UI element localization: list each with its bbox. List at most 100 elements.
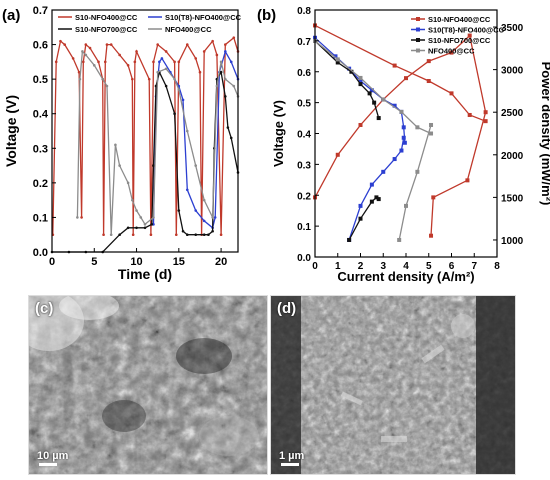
legend-marker	[416, 38, 420, 42]
data-point	[215, 84, 219, 88]
data-point	[77, 70, 81, 74]
polarization-point	[392, 63, 397, 68]
data-point	[160, 57, 164, 60]
y-tick-label-a: 0.5	[33, 74, 48, 86]
power-point	[376, 197, 381, 202]
data-point	[202, 50, 206, 53]
data-point	[126, 64, 130, 67]
polarization-point	[358, 82, 363, 87]
data-point	[219, 233, 223, 237]
data-point	[232, 84, 236, 88]
panel-label-c: (c)	[35, 300, 54, 317]
panel-label-b: (b)	[257, 7, 276, 24]
data-point	[88, 46, 92, 50]
data-point	[139, 216, 143, 219]
data-point	[84, 43, 88, 46]
data-point	[135, 226, 138, 230]
legend-item-b: NFO400@CC	[411, 47, 475, 56]
data-point	[114, 143, 117, 147]
chart-a-svg: (a) 0 5 10 15 20 0.0 0.1 0.2 0.3 0.4 0.5 0.6 0.7 Time …	[2, 5, 242, 282]
sem-texture-d	[271, 296, 515, 474]
y2-axis-label-b: Power density (mW/m²)	[539, 62, 550, 206]
power-point	[347, 237, 352, 242]
data-point	[59, 39, 62, 43]
data-point	[101, 77, 105, 81]
legend-label: NFO400@CC	[165, 25, 212, 34]
data-point	[194, 233, 198, 237]
data-point	[219, 70, 223, 74]
legend-label: S10(T8)-NFO400@CC	[428, 26, 505, 35]
power-point	[483, 110, 488, 115]
data-point	[164, 84, 168, 88]
data-point	[185, 233, 189, 237]
data-point	[177, 88, 181, 91]
x-tick-label-a: 0	[49, 256, 55, 268]
data-point	[215, 53, 219, 57]
polarization-point	[467, 112, 472, 117]
chart-b-svg: (b) 0 1 2 3 4 5 6 7 8 0.0 0.1 0.2 0.3 0.4 0.5 0.6 0.7 0.8 1…	[257, 6, 550, 284]
data-point	[185, 188, 189, 192]
legend-item-a: S10-NFO400@CC	[58, 13, 138, 22]
power-point	[429, 233, 434, 238]
data-point	[198, 70, 202, 74]
legend-label: NFO400@CC	[428, 47, 475, 56]
y-tick-label-b: 0.3	[297, 160, 311, 171]
power-point	[381, 169, 386, 174]
data-point	[152, 60, 155, 64]
legend-label: S10-NFO700@CC	[75, 25, 138, 34]
legend-marker	[416, 17, 420, 21]
legend-marker	[416, 48, 420, 53]
power-point	[369, 199, 374, 204]
polarization-point	[401, 125, 406, 130]
power-point	[397, 237, 402, 242]
data-point	[156, 70, 159, 74]
data-point	[229, 60, 233, 64]
power-point	[399, 148, 404, 153]
data-point	[177, 60, 181, 64]
legend-label: S10-NFO400@CC	[428, 15, 491, 24]
polarization-line	[314, 24, 486, 122]
power-point	[335, 152, 340, 157]
power-line	[348, 196, 380, 241]
data-point	[226, 126, 230, 129]
polarization-point	[415, 125, 420, 130]
polarization-point	[349, 69, 354, 74]
x-axis-label-b: Current density (A/m²)	[337, 269, 474, 284]
data-point	[202, 233, 206, 237]
y-tick-label-b: 0.4	[297, 130, 311, 141]
y-tick-label-a: 0.4	[33, 109, 49, 121]
data-point	[211, 39, 214, 43]
x-tick-label-a: 10	[130, 256, 142, 268]
panel-label-d: (d)	[277, 300, 297, 317]
data-point	[173, 77, 176, 81]
data-point	[185, 129, 189, 133]
power-point	[358, 122, 363, 127]
y-tick-label-b: 0.1	[297, 222, 311, 233]
data-point	[118, 53, 121, 57]
data-point	[224, 77, 227, 81]
x-tick-label-b: 3	[380, 261, 386, 272]
legend-label: S10-NFO700@CC	[428, 36, 491, 45]
data-point	[135, 209, 138, 212]
x-tick-label-b: 4	[403, 261, 409, 272]
data-point	[194, 57, 198, 60]
power-point	[404, 203, 408, 208]
legend-item-b: S10-NFO400@CC	[411, 15, 491, 24]
x-tick-label-b: 5	[426, 261, 432, 272]
legend-label: S10-NFO400@CC	[75, 13, 138, 22]
y2-tick-label-b: 1000	[501, 236, 524, 247]
data-point	[224, 50, 227, 53]
y-tick-label-b: 0.0	[297, 253, 311, 264]
legend-item-b: S10(T8)-NFO400@CC	[411, 26, 505, 35]
data-point	[211, 229, 214, 233]
x-tick-label-b: 7	[471, 261, 477, 272]
data-point	[109, 233, 113, 237]
data-point	[81, 60, 85, 64]
data-point	[207, 233, 210, 237]
y-axis-label-a: Voltage (V)	[3, 95, 19, 167]
data-point	[211, 216, 214, 219]
y-tick-label-b: 0.5	[297, 99, 311, 110]
data-point	[202, 219, 206, 223]
x-axis-label-a: Time (d)	[118, 266, 172, 282]
data-point	[152, 216, 155, 219]
